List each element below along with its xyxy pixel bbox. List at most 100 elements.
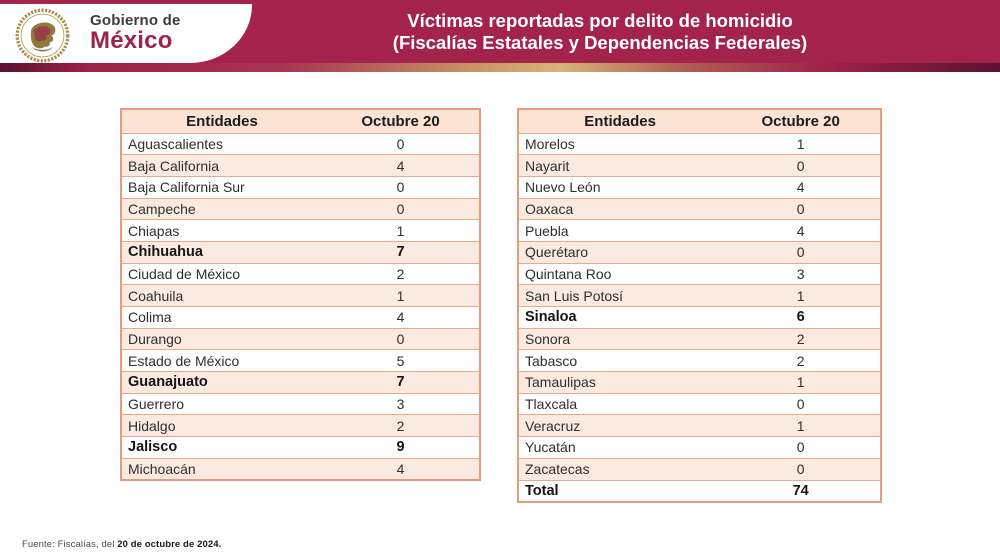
table-row: Puebla 4 — [518, 219, 881, 242]
entity-cell: Aguascalientes — [121, 132, 323, 155]
entity-cell: Nuevo León — [518, 175, 722, 199]
table-row: Total 74 — [518, 479, 881, 502]
value-cell: 4 — [322, 306, 480, 329]
value-cell: 4 — [721, 175, 881, 199]
table-row: Tamaulipas 1 — [518, 371, 881, 394]
value-cell: 6 — [721, 306, 881, 329]
table-row: Baja California 4 — [121, 154, 480, 177]
table-row: Veracruz 1 — [518, 414, 881, 437]
entity-cell: Querétaro — [518, 240, 722, 264]
source-note: Fuente: Fiscalías, del 20 de octubre de … — [22, 539, 221, 550]
logo-line1: Gobierno de — [90, 12, 181, 29]
entity-cell: Tabasco — [518, 349, 722, 372]
table-row: Nayarit 0 — [518, 154, 881, 177]
table-row: Nuevo León 4 — [518, 175, 881, 199]
value-cell: 3 — [721, 262, 881, 285]
value-cell: 5 — [322, 349, 480, 372]
entity-cell: Ciudad de México — [121, 262, 323, 285]
entity-cell: Estado de México — [121, 349, 323, 372]
entity-cell: Tlaxcala — [518, 392, 722, 415]
table-row: Yucatán 0 — [518, 436, 881, 459]
table-row: Guanajuato 7 — [121, 371, 480, 394]
table-header-row: Entidades Octubre 20 — [518, 108, 881, 133]
entity-cell: Coahuila — [121, 284, 323, 307]
logo-line2: México — [90, 27, 173, 54]
value-cell: 4 — [322, 154, 480, 177]
table-row: Zacatecas 0 — [518, 457, 881, 480]
value-cell: 4 — [322, 457, 480, 480]
entity-cell: Chiapas — [121, 219, 323, 242]
page-title: Víctimas reportadas por delito de homici… — [210, 0, 990, 63]
table-row: San Luis Potosí 1 — [518, 284, 881, 307]
value-cell: 1 — [721, 132, 881, 155]
table-row: Guerrero 3 — [121, 392, 480, 415]
source-note-prefix: Fuente: Fiscalías, del — [22, 539, 118, 550]
date-column-header: Octubre 20 — [322, 108, 480, 133]
value-cell: 74 — [721, 479, 881, 502]
value-cell: 0 — [322, 132, 480, 155]
table-row: Tabasco 2 — [518, 349, 881, 372]
page-title-line2: (Fiscalías Estatales y Dependencias Fede… — [392, 32, 808, 53]
entity-cell: Morelos — [518, 132, 722, 155]
entity-cell: Baja California Sur — [121, 175, 323, 199]
table-row: Aguascalientes 0 — [121, 132, 480, 155]
entity-cell: Campeche — [121, 197, 323, 220]
table-row: Oaxaca 0 — [518, 197, 881, 220]
source-note-date: 20 de octubre de 2024. — [117, 539, 222, 550]
entity-cell: Colima — [121, 306, 323, 329]
table-row: Hidalgo 2 — [121, 414, 480, 437]
value-cell: 0 — [322, 175, 480, 199]
table-header-row: Entidades Octubre 20 — [121, 108, 480, 133]
value-cell: 7 — [322, 240, 480, 264]
value-cell: 0 — [721, 457, 881, 480]
value-cell: 1 — [721, 371, 881, 394]
value-cell: 1 — [721, 284, 881, 307]
value-cell: 0 — [322, 327, 480, 350]
table-row: Ciudad de México 2 — [121, 262, 480, 285]
entities-column-header: Entidades — [121, 108, 323, 133]
entity-cell: Quintana Roo — [518, 262, 722, 285]
government-logo-text: Gobierno de México — [90, 13, 181, 53]
value-cell: 9 — [322, 436, 480, 459]
value-cell: 0 — [322, 197, 480, 220]
table-row: Chiapas 1 — [121, 219, 480, 242]
entity-cell: Sonora — [518, 327, 722, 350]
entity-cell: Tamaulipas — [518, 371, 722, 394]
value-cell: 0 — [721, 197, 881, 220]
table-row: Morelos 1 — [518, 132, 881, 155]
table-row: Durango 0 — [121, 327, 480, 350]
entity-cell: Baja California — [121, 154, 323, 177]
page-title-line1: Víctimas reportadas por delito de homici… — [407, 10, 793, 31]
table-row: Baja California Sur 0 — [121, 175, 480, 199]
entity-cell: Nayarit — [518, 154, 722, 177]
value-cell: 3 — [322, 392, 480, 415]
value-cell: 2 — [721, 327, 881, 350]
mexico-coat-of-arms-icon — [15, 8, 70, 63]
entities-table-left: Entidades Octubre 20 Aguascalientes 0 Baja… — [120, 108, 481, 481]
table-row: Coahuila 1 — [121, 284, 480, 307]
government-logo: Gobierno de México — [0, 4, 252, 63]
table-row: Colima 4 — [121, 306, 480, 329]
entities-column-header: Entidades — [518, 108, 722, 133]
value-cell: 0 — [721, 154, 881, 177]
entity-cell: Durango — [121, 327, 323, 350]
value-cell: 1 — [322, 284, 480, 307]
value-cell: 2 — [721, 349, 881, 372]
entity-cell: Michoacán — [121, 457, 323, 480]
entity-cell: Yucatán — [518, 436, 722, 459]
entity-cell: Jalisco — [121, 436, 323, 459]
date-column-header: Octubre 20 — [721, 108, 881, 133]
entity-cell: Total — [518, 479, 722, 502]
value-cell: 0 — [721, 392, 881, 415]
entity-cell: Guerrero — [121, 392, 323, 415]
value-cell: 2 — [322, 262, 480, 285]
entity-cell: Zacatecas — [518, 457, 722, 480]
value-cell: 2 — [322, 414, 480, 437]
entities-table-right: Entidades Octubre 20 Morelos 1 Nayarit 0 Nue… — [517, 108, 882, 503]
table-row: Sonora 2 — [518, 327, 881, 350]
table-row: Tlaxcala 0 — [518, 392, 881, 415]
table-row: Sinaloa 6 — [518, 306, 881, 329]
table-row: Querétaro 0 — [518, 240, 881, 264]
entity-cell: Oaxaca — [518, 197, 722, 220]
